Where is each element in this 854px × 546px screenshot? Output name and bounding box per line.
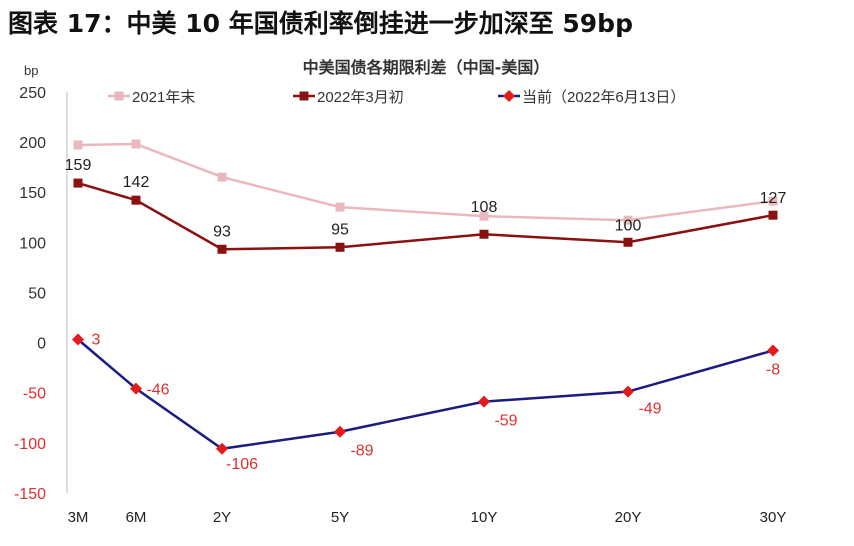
data-label: -49 — [638, 401, 661, 418]
data-point — [217, 172, 227, 182]
data-point — [768, 196, 778, 206]
y-tick-label: 0 — [37, 336, 46, 353]
data-point — [478, 395, 490, 408]
data-point — [767, 344, 779, 357]
data-label: 3 — [92, 331, 101, 348]
x-tick-label: 5Y — [331, 509, 349, 526]
series-line — [77, 181, 774, 251]
legend-label: 2021年末 — [132, 89, 195, 106]
data-label: -89 — [350, 443, 373, 460]
data-point — [623, 215, 633, 225]
data-label: 93 — [213, 223, 231, 240]
data-point — [335, 202, 345, 212]
y-tick-label: -150 — [14, 486, 46, 503]
chart-title: 中美国债各期限利差（中国-美国） — [303, 58, 550, 77]
y-tick-label: 200 — [19, 135, 46, 152]
data-label: 127 — [760, 190, 787, 207]
data-label: 142 — [123, 174, 150, 191]
y-tick-label: 150 — [19, 185, 46, 202]
legend-marker — [299, 91, 309, 101]
data-point — [72, 333, 84, 346]
x-tick-label: 20Y — [615, 509, 642, 526]
data-label: 159 — [65, 157, 92, 174]
data-point — [479, 211, 489, 221]
legend-label: 当前（2022年6月13日） — [522, 89, 685, 106]
series-line — [77, 142, 774, 222]
x-tick-label: 30Y — [760, 509, 787, 526]
data-point — [217, 244, 227, 254]
data-point — [334, 425, 346, 438]
figure-title: 图表 17：中美 10 年国债利率倒挂进一步加深至 59bp — [8, 9, 633, 38]
data-point — [73, 178, 83, 188]
data-point — [622, 385, 634, 398]
y-tick-label: 50 — [28, 285, 46, 302]
data-point — [335, 242, 345, 252]
x-tick-label: 2Y — [213, 509, 231, 526]
y-tick-label: -50 — [23, 386, 46, 403]
y-tick-label: 100 — [19, 235, 46, 252]
legend-marker — [503, 90, 515, 102]
data-label: -106 — [226, 456, 258, 473]
data-label: 108 — [471, 199, 498, 216]
data-label: -59 — [494, 413, 517, 430]
data-point — [131, 195, 141, 205]
data-point — [623, 237, 633, 247]
y-tick-label: 250 — [19, 85, 46, 102]
data-point — [479, 229, 489, 239]
y-axis-label: bp — [24, 63, 38, 78]
series-line — [77, 338, 774, 451]
data-label: 100 — [615, 217, 642, 234]
data-label: -8 — [766, 362, 780, 379]
legend-marker — [114, 91, 124, 101]
data-point — [216, 442, 228, 455]
data-label: 95 — [331, 221, 349, 238]
data-point — [130, 382, 142, 395]
x-tick-label: 6M — [126, 509, 147, 526]
data-label: -46 — [146, 382, 169, 399]
y-tick-label: -100 — [14, 436, 46, 453]
data-point — [73, 140, 83, 150]
legend-label: 2022年3月初 — [317, 89, 404, 106]
x-tick-label: 3M — [68, 509, 89, 526]
data-point — [768, 210, 778, 220]
x-tick-label: 10Y — [471, 509, 498, 526]
data-point — [131, 139, 141, 149]
